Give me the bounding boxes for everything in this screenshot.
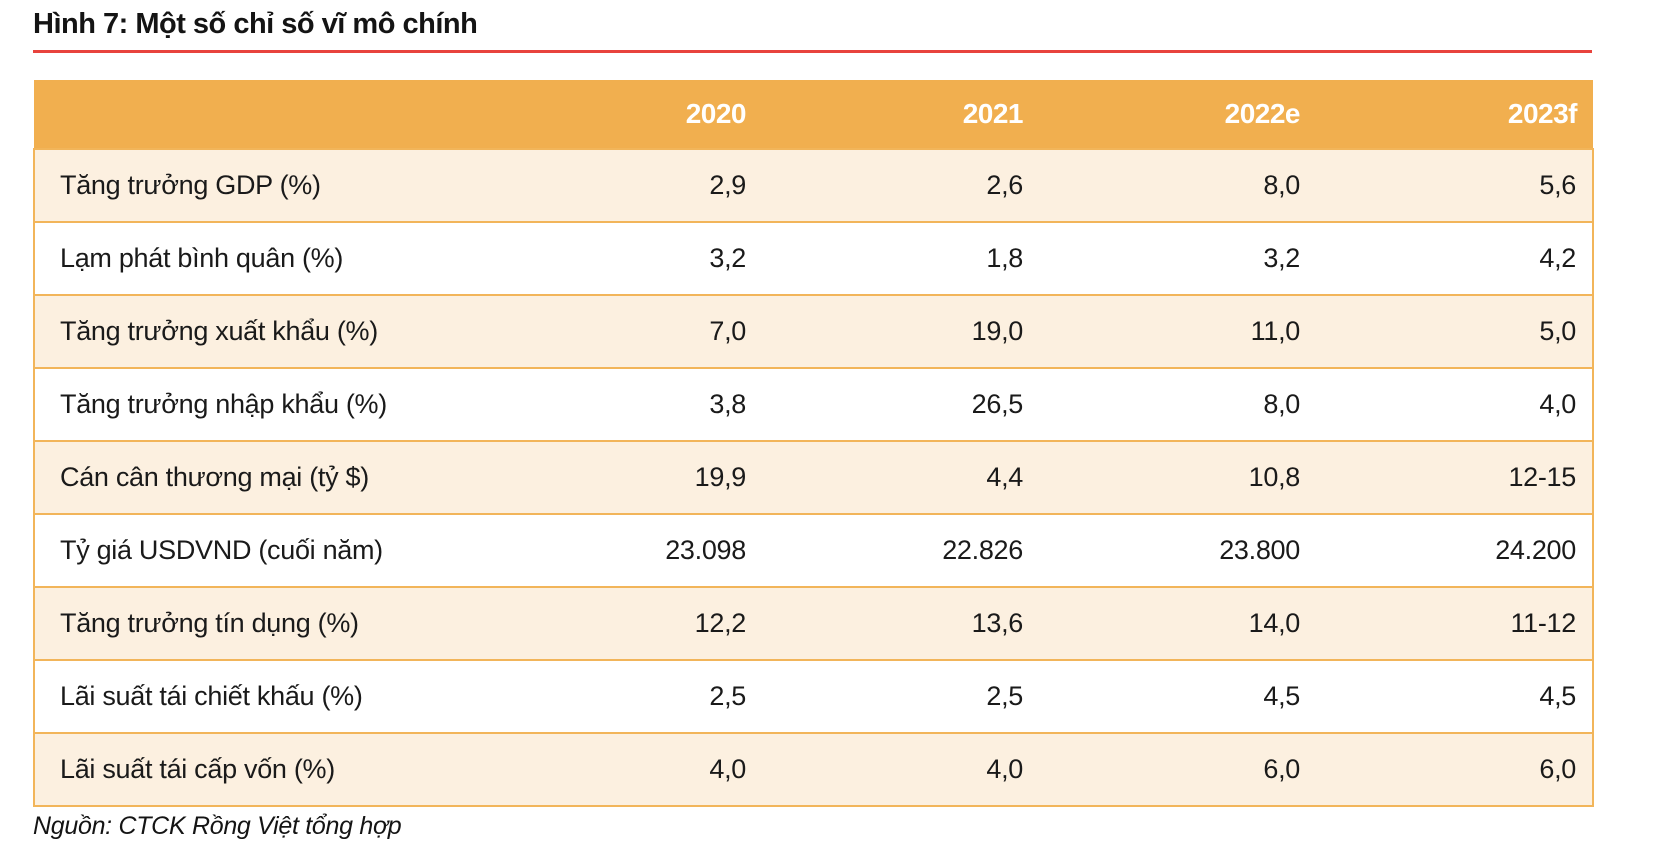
cell-value: 14,0 [1248, 608, 1301, 638]
cell-value: 5,6 [1539, 170, 1576, 200]
header-cell-2023f: 2023f [1316, 80, 1593, 149]
table-row: Tăng trưởng xuất khẩu (%) 7,0 19,0 11,0 … [34, 295, 1593, 368]
table-row: Lãi suất tái cấp vốn (%) 4,0 4,0 6,0 6,0 [34, 733, 1593, 806]
cell-value: 2,6 [986, 170, 1023, 200]
row-label: Tăng trưởng tín dụng (%) [60, 608, 359, 638]
source-note: Nguồn: CTCK Rồng Việt tổng hợp [33, 812, 402, 840]
cell-value: 22.826 [942, 535, 1023, 565]
cell-value: 4,0 [986, 754, 1023, 784]
macro-indicators-table: 2020 2021 2022e 2023f Tăng trưởng GDP (%… [33, 80, 1594, 807]
cell-value: 19,9 [694, 462, 747, 492]
cell-value: 13,6 [971, 608, 1024, 638]
cell-value: 12-15 [1508, 462, 1576, 492]
cell-value: 10,8 [1248, 462, 1301, 492]
cell-value: 19,0 [971, 316, 1024, 346]
header-cell-2020: 2020 [485, 80, 762, 149]
cell-value: 4,5 [1539, 681, 1576, 711]
row-label: Tăng trưởng xuất khẩu (%) [60, 316, 378, 346]
cell-value: 2,9 [709, 170, 746, 200]
cell-value: 5,0 [1539, 316, 1576, 346]
row-label: Tỷ giá USDVND (cuối năm) [60, 535, 383, 565]
cell-value: 4,4 [986, 462, 1023, 492]
table-row: Tăng trưởng GDP (%) 2,9 2,6 8,0 5,6 [34, 149, 1593, 222]
cell-value: 3,2 [709, 243, 746, 273]
cell-value: 3,2 [1263, 243, 1300, 273]
cell-value: 24.200 [1495, 535, 1576, 565]
table-row: Tỷ giá USDVND (cuối năm) 23.098 22.826 2… [34, 514, 1593, 587]
cell-value: 4,2 [1539, 243, 1576, 273]
table-row: Tăng trưởng tín dụng (%) 12,2 13,6 14,0 … [34, 587, 1593, 660]
row-label: Tăng trưởng GDP (%) [60, 170, 321, 200]
row-label: Lãi suất tái chiết khấu (%) [60, 681, 363, 711]
title-underline-rule [33, 50, 1592, 53]
figure-title: Hình 7: Một số chỉ số vĩ mô chính [33, 8, 478, 40]
cell-value: 23.098 [665, 535, 746, 565]
row-label: Tăng trưởng nhập khẩu (%) [60, 389, 387, 419]
cell-value: 6,0 [1539, 754, 1576, 784]
cell-value: 4,0 [709, 754, 746, 784]
cell-value: 4,0 [1539, 389, 1576, 419]
table-row: Cán cân thương mại (tỷ $) 19,9 4,4 10,8 … [34, 441, 1593, 514]
row-label: Lạm phát bình quân (%) [60, 243, 344, 273]
cell-value: 2,5 [986, 681, 1023, 711]
row-label: Cán cân thương mại (tỷ $) [60, 462, 369, 492]
header-cell-2021: 2021 [762, 80, 1039, 149]
table-row: Lạm phát bình quân (%) 3,2 1,8 3,2 4,2 [34, 222, 1593, 295]
header-cell-2022e: 2022e [1039, 80, 1316, 149]
table-header-row: 2020 2021 2022e 2023f [34, 80, 1593, 149]
cell-value: 8,0 [1263, 170, 1300, 200]
cell-value: 12,2 [694, 608, 747, 638]
table-row: Lãi suất tái chiết khấu (%) 2,5 2,5 4,5 … [34, 660, 1593, 733]
cell-value: 26,5 [971, 389, 1024, 419]
cell-value: 11-12 [1510, 608, 1576, 638]
cell-value: 7,0 [709, 316, 746, 346]
cell-value: 4,5 [1263, 681, 1300, 711]
cell-value: 11,0 [1250, 316, 1301, 346]
row-label: Lãi suất tái cấp vốn (%) [60, 754, 335, 784]
cell-value: 8,0 [1263, 389, 1300, 419]
cell-value: 1,8 [986, 243, 1023, 273]
cell-value: 6,0 [1263, 754, 1300, 784]
cell-value: 23.800 [1219, 535, 1300, 565]
cell-value: 3,8 [709, 389, 746, 419]
header-cell-indicator [34, 80, 485, 149]
cell-value: 2,5 [709, 681, 746, 711]
table-row: Tăng trưởng nhập khẩu (%) 3,8 26,5 8,0 4… [34, 368, 1593, 441]
